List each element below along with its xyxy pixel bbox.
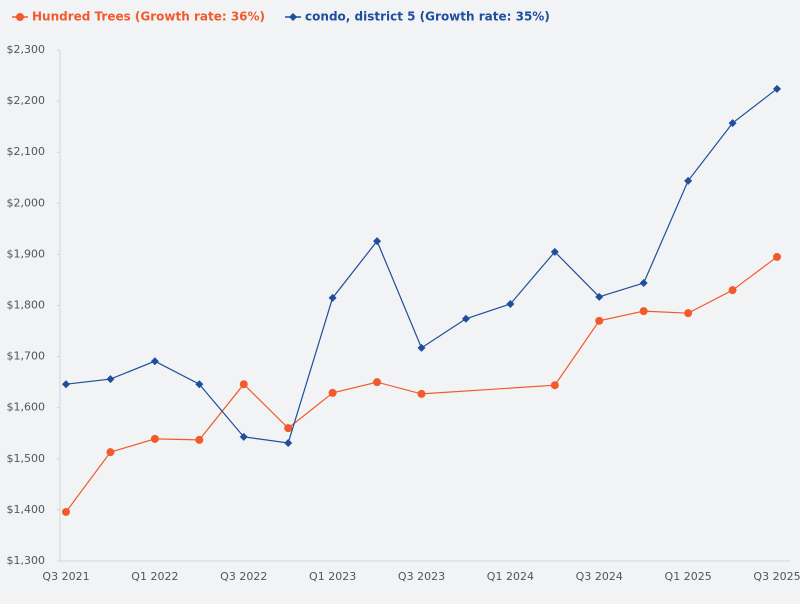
data-point xyxy=(239,432,248,441)
data-point xyxy=(106,448,115,457)
data-point xyxy=(595,316,604,325)
data-point xyxy=(506,299,515,308)
legend-text: condo, district 5 (Growth rate: 35%) xyxy=(305,10,550,24)
data-point xyxy=(417,343,426,352)
legend-marker xyxy=(289,13,298,21)
x-tick-label: Q3 2023 xyxy=(398,570,445,583)
y-tick-label: $2,000 xyxy=(7,196,46,209)
data-point xyxy=(150,357,159,366)
data-point xyxy=(639,279,648,288)
y-tick-label: $1,800 xyxy=(7,299,46,312)
x-tick-label: Q3 2021 xyxy=(42,570,89,583)
data-point xyxy=(239,380,248,389)
x-tick-label: Q1 2025 xyxy=(665,570,712,583)
x-tick-label: Q3 2025 xyxy=(753,570,800,583)
data-point xyxy=(150,434,159,443)
data-point xyxy=(773,84,781,93)
legend-item: condo, district 5 (Growth rate: 35%) xyxy=(285,10,550,24)
data-point xyxy=(550,247,559,256)
y-tick-label: $1,500 xyxy=(7,452,46,465)
data-point xyxy=(684,176,693,185)
data-point xyxy=(195,435,204,444)
legend-item: Hundred Trees (Growth rate: 36%) xyxy=(12,10,265,24)
data-point xyxy=(328,388,337,397)
data-point xyxy=(728,119,737,128)
y-tick-label: $1,400 xyxy=(7,503,46,516)
y-tick-label: $1,300 xyxy=(7,554,46,567)
y-tick-label: $1,900 xyxy=(7,247,46,260)
data-point xyxy=(550,381,559,390)
y-tick-label: $2,100 xyxy=(7,145,46,158)
series-line xyxy=(65,256,778,513)
series-line xyxy=(65,88,778,444)
data-point xyxy=(728,286,737,295)
data-point xyxy=(62,380,70,389)
data-point xyxy=(639,307,648,316)
data-point xyxy=(106,375,115,384)
data-point xyxy=(62,507,70,516)
data-point xyxy=(417,389,426,398)
data-point xyxy=(684,309,693,318)
x-tick-label: Q1 2023 xyxy=(309,570,356,583)
data-point xyxy=(461,314,470,323)
data-point xyxy=(328,293,337,302)
data-point xyxy=(373,378,382,387)
y-tick-label: $1,700 xyxy=(7,350,46,363)
data-point xyxy=(373,237,382,246)
data-point xyxy=(284,438,293,447)
x-tick-label: Q3 2024 xyxy=(576,570,623,583)
x-tick-label: Q1 2022 xyxy=(131,570,178,583)
x-tick-label: Q1 2024 xyxy=(487,570,534,583)
legend-marker xyxy=(16,13,24,21)
data-point xyxy=(595,292,604,301)
y-tick-label: $2,200 xyxy=(7,94,46,107)
data-point xyxy=(195,380,204,389)
legend-text: Hundred Trees (Growth rate: 36%) xyxy=(32,10,265,24)
data-point xyxy=(284,424,293,433)
x-tick-label: Q3 2022 xyxy=(220,570,267,583)
y-tick-label: $1,600 xyxy=(7,401,46,414)
y-tick-label: $2,300 xyxy=(7,43,46,56)
data-point xyxy=(773,252,781,261)
